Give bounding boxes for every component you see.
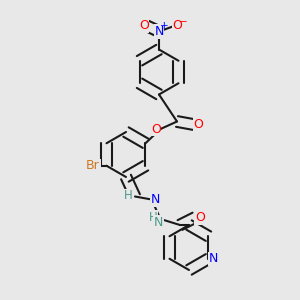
Text: H: H [124, 189, 133, 203]
Text: Br: Br [86, 159, 100, 172]
Text: O: O [172, 19, 182, 32]
Text: N: N [154, 25, 164, 38]
Text: N: N [208, 252, 218, 265]
Text: N: N [150, 193, 160, 206]
Text: +: + [160, 21, 169, 31]
Text: −: − [179, 17, 188, 27]
Text: H: H [148, 211, 158, 224]
Text: O: O [139, 19, 148, 32]
Text: O: O [194, 118, 203, 131]
Text: O: O [151, 122, 160, 136]
Text: O: O [195, 211, 205, 224]
Text: N: N [154, 215, 163, 229]
